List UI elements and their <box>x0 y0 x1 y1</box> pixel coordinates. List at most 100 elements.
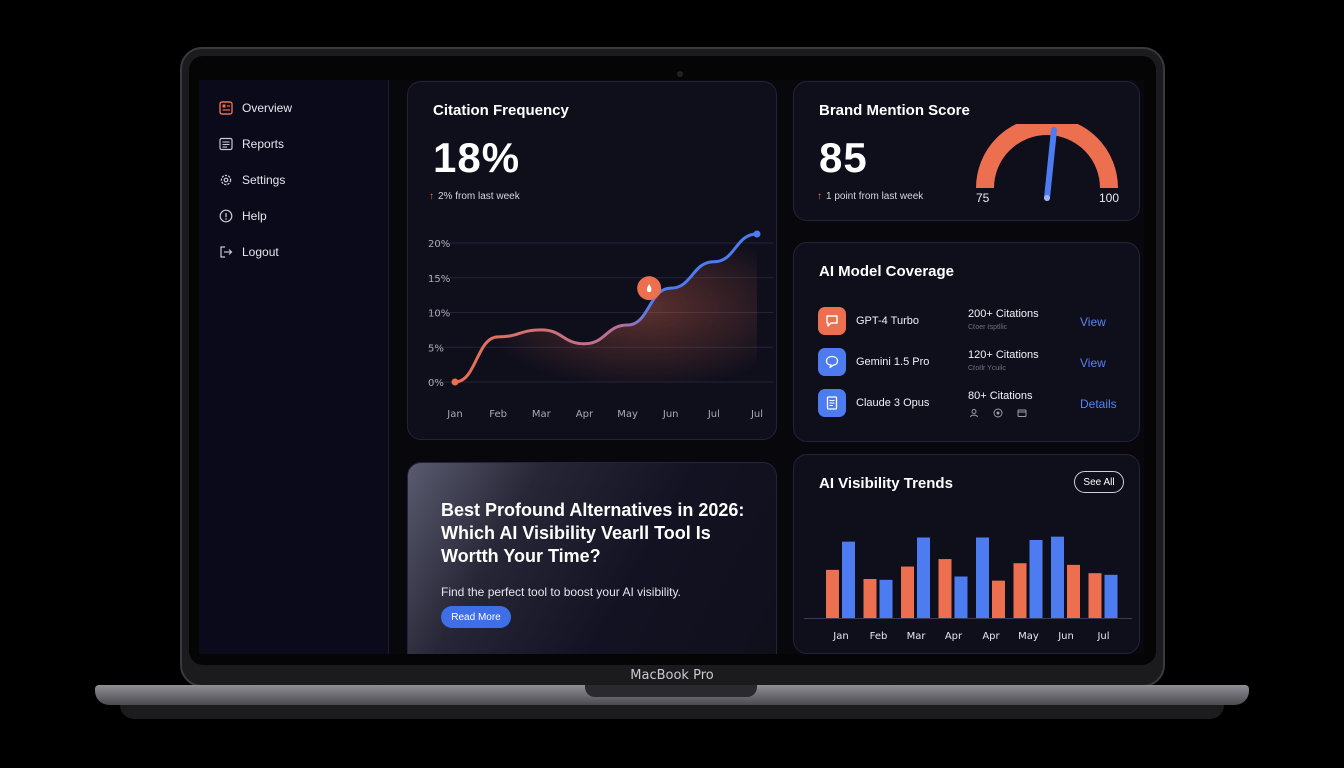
delta-text: 2% from last week <box>438 191 520 202</box>
sidebar-item-label: Overview <box>242 101 293 115</box>
see-all-button[interactable]: See All <box>1074 471 1124 493</box>
brand-mention-card: Brand Mention Score 85 ↑ 1 point from las… <box>793 81 1140 221</box>
model-row-gemini: Gemini 1.5 Pro 120+ Citations Cℓoℓlr Ycu… <box>818 348 1138 380</box>
article-title: Best Profound Alternatives in 2026: Whic… <box>441 500 745 566</box>
app-screen: Overview Reports Settings Help Logout <box>199 80 1144 654</box>
bar <box>826 569 839 618</box>
model-meta-icons <box>969 408 1027 418</box>
model-citations: 200+ Citations <box>968 308 1039 320</box>
read-more-button[interactable]: Read More <box>441 606 511 628</box>
citation-delta: ↑ 2% from last week <box>429 191 520 202</box>
model-row-claude: Claude 3 Opus 80+ Citations Details <box>818 389 1138 421</box>
data-point <box>451 378 459 386</box>
x-tick-label: Jun <box>662 409 679 420</box>
details-link[interactable]: Details <box>1080 397 1117 411</box>
laptop-notch <box>585 685 757 697</box>
card-title: Citation Frequency <box>433 102 569 119</box>
gauge-needle <box>1044 127 1057 201</box>
brand-score-gauge <box>976 124 1118 201</box>
x-tick-label: Jul <box>707 409 720 420</box>
bar <box>1067 564 1080 618</box>
model-row-gpt4: GPT-4 Turbo 200+ Citations Cℓoer ℓsptlli… <box>818 307 1138 339</box>
y-tick-label: 20% <box>428 239 450 250</box>
bar <box>938 559 952 618</box>
sidebar-item-settings[interactable]: Settings <box>219 170 285 190</box>
flame-icon <box>646 284 652 293</box>
x-tick-label: Jul <box>750 409 763 420</box>
x-tick-label: Mar <box>532 409 552 420</box>
brand-score-value: 85 <box>819 134 868 181</box>
sidebar-item-logout[interactable]: Logout <box>219 242 279 262</box>
chat-bubble-icon <box>818 348 846 376</box>
ai-model-coverage-card: AI Model Coverage GPT-4 Turbo 200+ Citat… <box>793 242 1140 442</box>
y-tick-label: 5% <box>428 343 444 354</box>
model-citations: 80+ Citations <box>968 390 1033 402</box>
view-link[interactable]: View <box>1080 356 1106 370</box>
target-icon <box>993 408 1003 418</box>
bar <box>1051 536 1064 618</box>
x-tick-label: May <box>1018 631 1039 642</box>
sidebar-item-label: Settings <box>242 173 286 187</box>
sidebar-item-label: Help <box>242 209 267 223</box>
bar <box>1013 563 1027 618</box>
y-tick-label: 0% <box>428 378 444 389</box>
sidebar-item-reports[interactable]: Reports <box>219 134 284 154</box>
gauge-min-label: 75 <box>976 191 990 205</box>
article-subtitle: Find the perfect tool to boost your AI v… <box>441 585 681 599</box>
info-icon <box>219 209 233 223</box>
citation-value: 18% <box>433 134 521 181</box>
model-subtext: Cℓoℓlr Ycuilc <box>968 365 1006 372</box>
x-tick-label: Jan <box>446 409 462 420</box>
y-tick-label: 10% <box>428 309 450 320</box>
article-card: Best Profound Alternatives in 2026: Whic… <box>407 462 777 654</box>
laptop-base-shadow <box>120 705 1224 719</box>
logout-icon <box>219 245 233 259</box>
x-tick-label: Apr <box>576 409 594 420</box>
arrow-up-icon: ↑ <box>817 191 822 202</box>
x-tick-label: Apr <box>982 631 1000 642</box>
arrow-up-icon: ↑ <box>429 191 434 202</box>
sidebar-item-help[interactable]: Help <box>219 206 267 226</box>
x-tick-label: Jan <box>832 631 848 642</box>
bar <box>1029 539 1043 618</box>
bar <box>917 537 930 618</box>
user-icon <box>970 409 978 418</box>
model-name: Gemini 1.5 Pro <box>856 356 930 368</box>
citation-series-line <box>454 232 758 384</box>
x-tick-label: Apr <box>945 631 963 642</box>
folder-icon <box>1017 409 1027 417</box>
bar <box>954 576 968 618</box>
y-tick-label: 15% <box>428 274 450 285</box>
x-tick-label: May <box>617 409 638 420</box>
x-tick-label: Jul <box>1096 631 1109 642</box>
view-link[interactable]: View <box>1080 315 1106 329</box>
data-point <box>753 230 761 238</box>
x-tick-label: Jun <box>1057 631 1074 642</box>
document-icon <box>818 389 846 417</box>
camera-icon <box>677 71 683 77</box>
bar <box>879 579 893 618</box>
device-label: MacBook Pro <box>630 668 714 683</box>
line-area-fill <box>455 233 757 382</box>
x-tick-label: Feb <box>489 409 507 420</box>
laptop-base <box>95 685 1249 705</box>
sidebar-item-overview[interactable]: Overview <box>219 98 292 118</box>
dashboard-icon <box>219 101 233 115</box>
card-title: AI Model Coverage <box>819 263 955 280</box>
sidebar: Overview Reports Settings Help Logout <box>199 80 389 654</box>
sidebar-item-label: Logout <box>242 245 279 259</box>
bar <box>1104 574 1118 618</box>
bar <box>863 578 877 618</box>
model-name: Claude 3 Opus <box>856 397 930 409</box>
brand-delta: ↑ 1 point from last week <box>817 191 923 202</box>
card-title: Brand Mention Score <box>819 102 970 119</box>
visibility-bar-chart: Jan Feb Mar Apr Apr May Jun Jul <box>804 536 1132 642</box>
gear-icon <box>219 173 233 187</box>
bar <box>1088 573 1102 618</box>
model-citations: 120+ Citations <box>968 349 1039 361</box>
card-title: AI Visibility Trends <box>819 475 953 492</box>
bar <box>842 541 855 618</box>
bar <box>992 580 1005 618</box>
bar <box>976 537 989 618</box>
x-tick-label: Mar <box>907 631 927 642</box>
